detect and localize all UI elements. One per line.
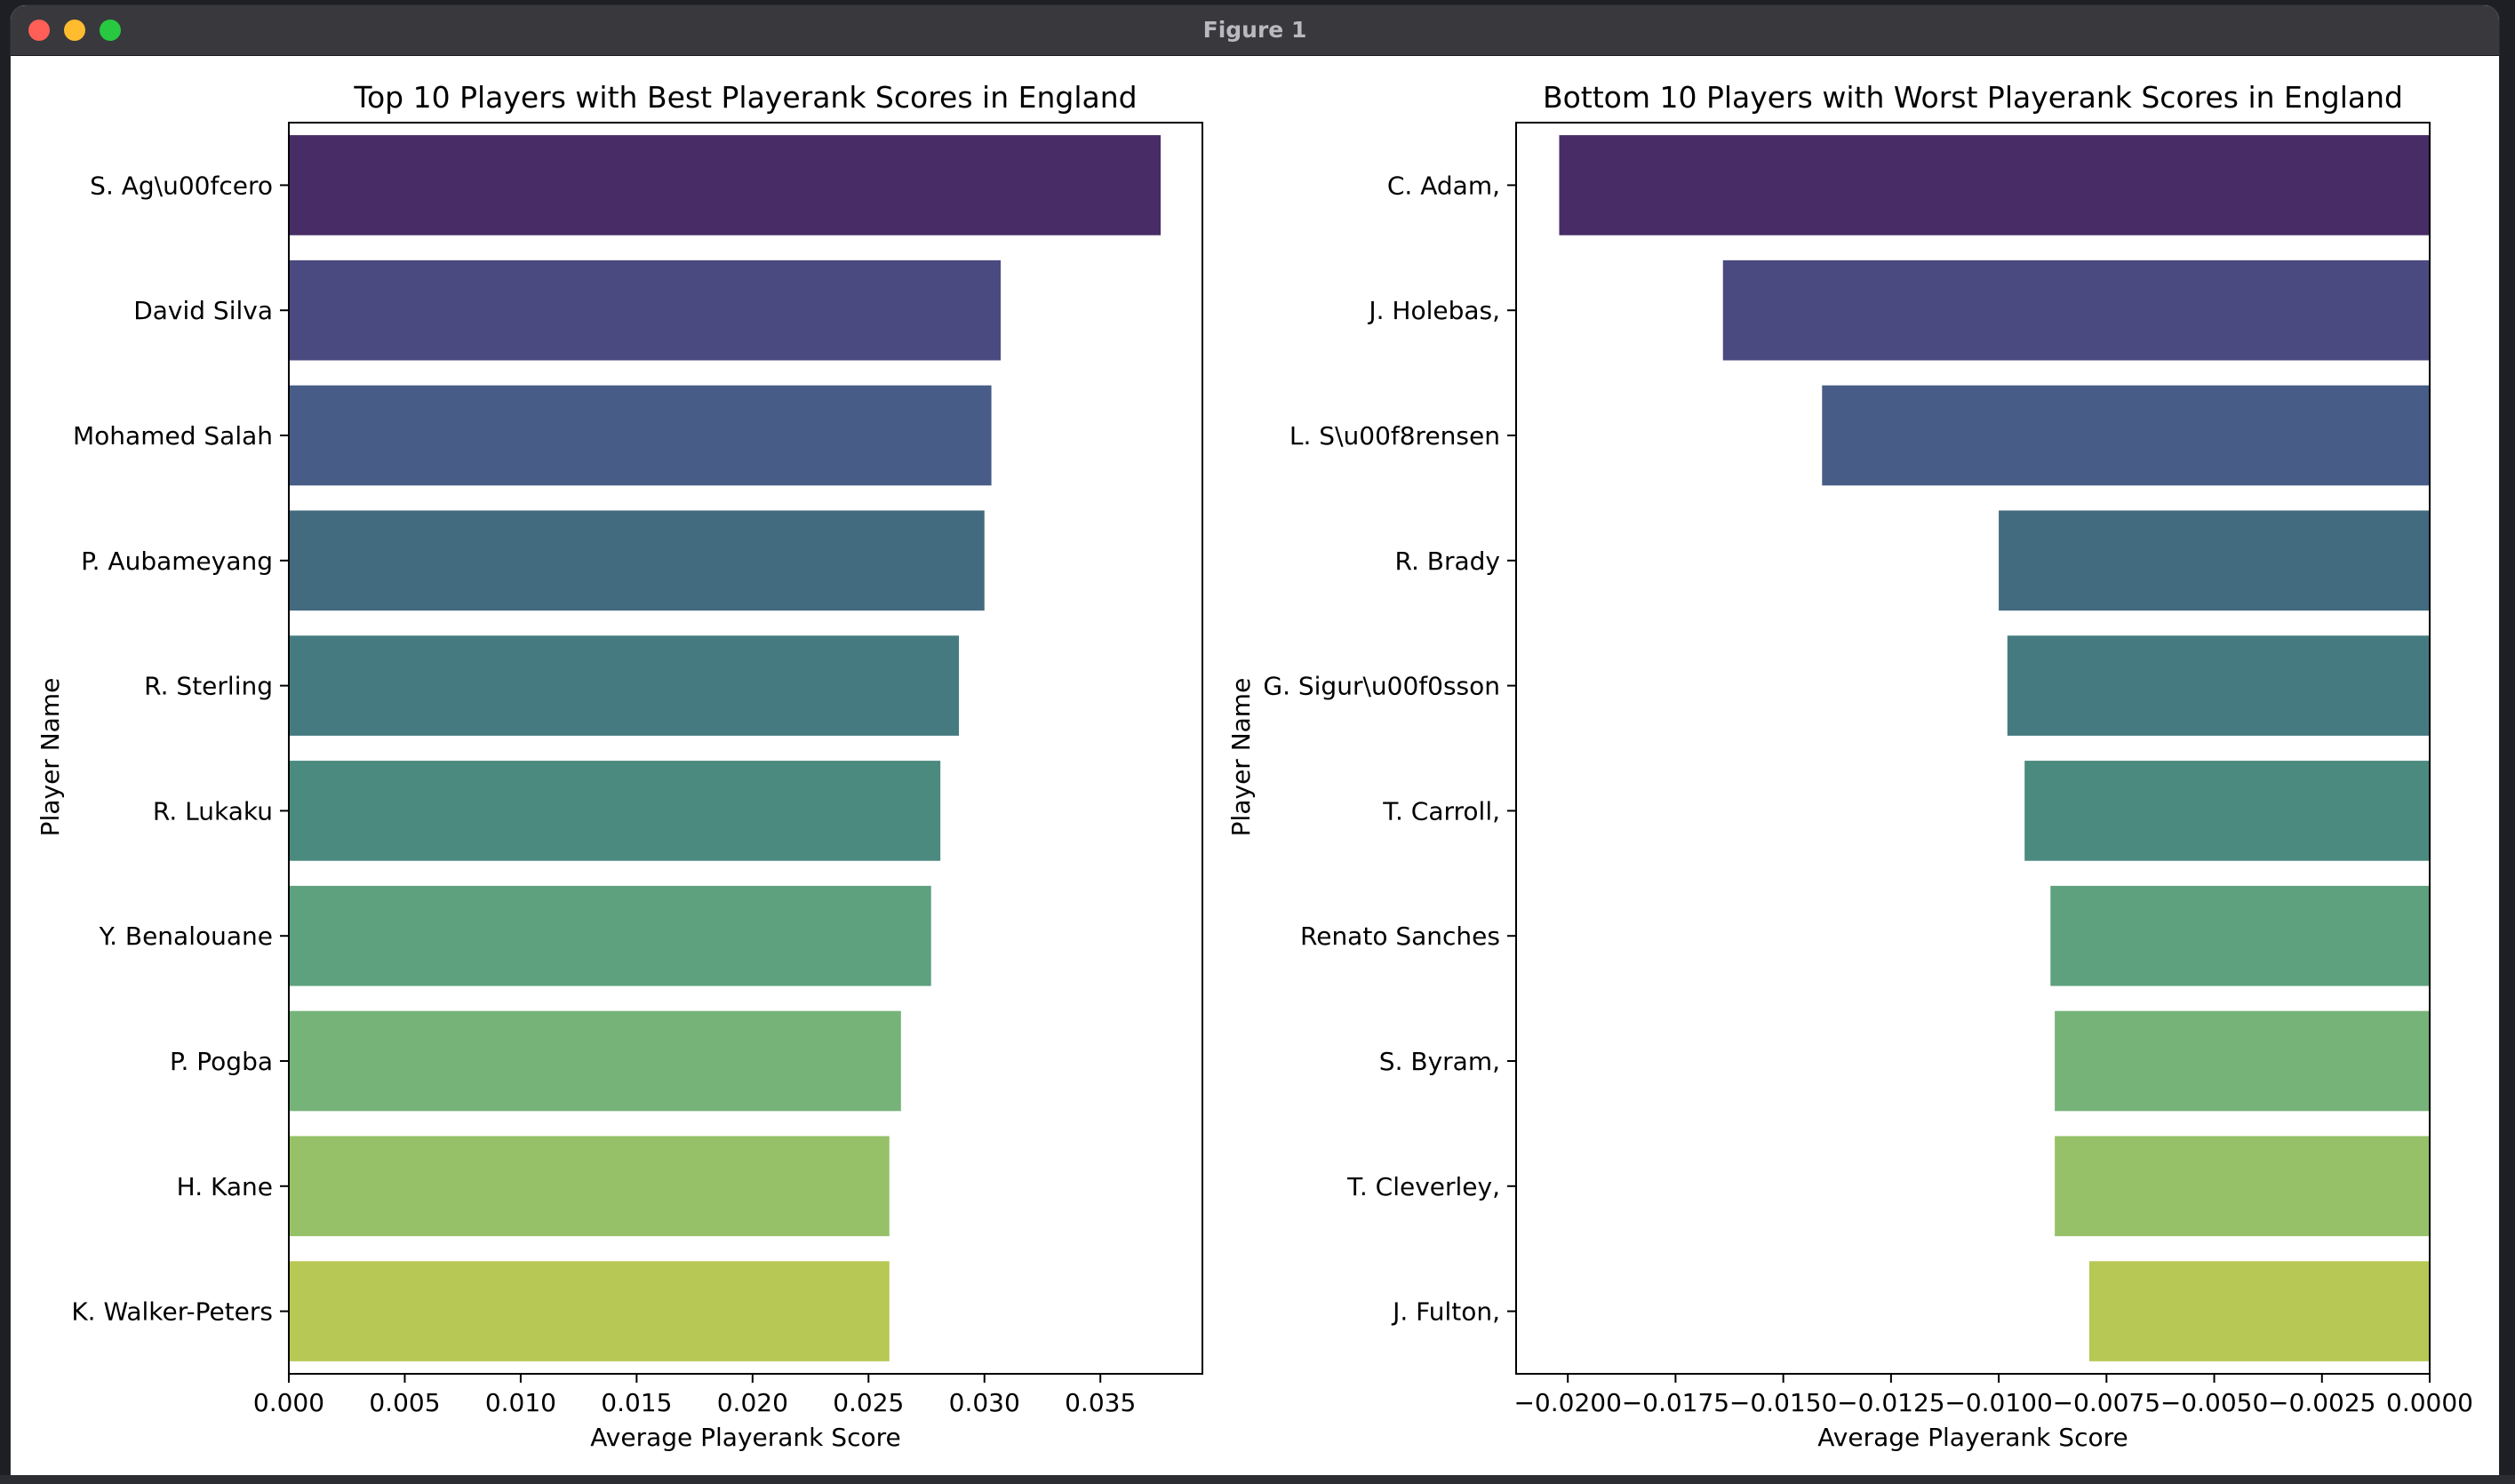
- right-chart-y-tick-label: R. Brady: [1395, 547, 1500, 576]
- left-chart-bar: [289, 510, 985, 611]
- left-chart-y-tick-label: H. Kane: [177, 1172, 273, 1201]
- left-chart-frame: [288, 122, 1203, 1375]
- left-chart-x-tick-label: 0.025: [833, 1388, 904, 1417]
- left-chart-bar: [289, 635, 960, 736]
- left-chart-y-tick-label: Y. Benalouane: [99, 922, 273, 951]
- right-chart-y-tick-label: S. Byram,: [1379, 1047, 1500, 1076]
- right-chart-x-axis-label: Average Playerank Score: [1817, 1423, 2128, 1452]
- left-chart-y-tick-label: R. Sterling: [144, 672, 273, 701]
- left-chart-x-tick-label: 0.010: [485, 1388, 556, 1417]
- right-chart-y-tick-label: T. Cleverley,: [1346, 1172, 1500, 1201]
- left-chart-x-tick-label: 0.035: [1065, 1388, 1136, 1417]
- right-chart-x-tick-label: −0.0100: [1944, 1388, 2052, 1417]
- right-chart-x-tick-label: −0.0175: [1622, 1388, 1729, 1417]
- left-chart-y-tick-label: S. Ag\u00fcero: [90, 171, 273, 200]
- right-chart-y-tick-label: C. Adam,: [1387, 171, 1500, 200]
- left-chart-x-tick-label: 0.015: [601, 1388, 672, 1417]
- left-chart-x-tick-label: 0.005: [369, 1388, 440, 1417]
- left-chart-y-tick-label: K. Walker-Peters: [71, 1297, 273, 1327]
- left-chart-x-tick-label: 0.000: [253, 1388, 324, 1417]
- left-chart-bar: [289, 259, 1002, 361]
- left-chart-y-tick-label: Mohamed Salah: [73, 421, 273, 451]
- left-chart-title: Top 10 Players with Best Playerank Score…: [353, 80, 1137, 115]
- right-chart-bar: [2055, 1010, 2430, 1112]
- left-chart-y-tick-label: P. Aubameyang: [81, 547, 273, 576]
- left-chart-x-axis-label: Average Playerank Score: [590, 1423, 900, 1452]
- right-chart-bar: [2050, 885, 2430, 986]
- right-chart-x-tick-label: −0.0125: [1837, 1388, 1944, 1417]
- right-chart-y-tick-label: L. S\u00f8rensen: [1289, 421, 1500, 451]
- right-chart-bar: [2088, 1261, 2430, 1361]
- right-chart-x-tick-label: −0.0025: [2268, 1388, 2375, 1417]
- right-chart-bar: [2007, 635, 2430, 736]
- figure-canvas: S. Ag\u00fcero David Silva Mohamed Salah P.…: [11, 56, 2499, 1476]
- minimize-window-icon[interactable]: [64, 20, 85, 41]
- window-title: Figure 1: [1202, 17, 1307, 43]
- right-chart-bar: [1722, 259, 2430, 361]
- left-chart-y-tick-label: David Silva: [133, 296, 273, 325]
- window-titlebar: Figure 1: [11, 5, 2499, 56]
- right-chart-x-tick-label: 0.0000: [2386, 1388, 2473, 1417]
- right-chart-x-tick-label: −0.0150: [1729, 1388, 1837, 1417]
- figure-window: Figure 1 S. Ag\u00fcero David Silva Mohame…: [10, 4, 2500, 1477]
- left-chart-y-axis-label: Player Name: [36, 678, 65, 837]
- left-chart-bar: [289, 135, 1162, 235]
- right-chart-y-tick-label: Renato Sanches: [1300, 922, 1500, 951]
- right-chart-y-tick-label: J. Fulton,: [1391, 1297, 1500, 1327]
- right-chart-bar: [1559, 135, 2430, 235]
- left-chart-bar: [289, 761, 941, 861]
- left-chart-bar: [289, 1010, 901, 1112]
- right-chart-bar: [1999, 510, 2430, 611]
- left-chart-bar: [289, 885, 931, 986]
- left-chart-bar: [289, 385, 992, 486]
- taskbar-strip: [0, 1475, 2515, 1484]
- left-chart-bar: [289, 1261, 890, 1361]
- right-chart-frame: [1515, 122, 2431, 1375]
- right-chart-x-tick-label: −0.0200: [1513, 1388, 1621, 1417]
- right-chart-y-tick-label: G. Sigur\u00f0sson: [1263, 672, 1500, 701]
- right-chart-y-tick-label: T. Carroll,: [1382, 796, 1500, 826]
- right-chart-x-tick-label: −0.0075: [2053, 1388, 2160, 1417]
- figure-svg: S. Ag\u00fcero David Silva Mohamed Salah P.…: [36, 80, 2473, 1452]
- left-chart-y-tick-label: R. Lukaku: [153, 796, 273, 826]
- left-chart-x-tick-label: 0.030: [949, 1388, 1020, 1417]
- right-chart-y-tick-label: J. Holebas,: [1367, 296, 1500, 325]
- right-chart-bar: [2055, 1136, 2430, 1237]
- right-chart-x-tick-label: −0.0050: [2160, 1388, 2268, 1417]
- left-chart-x-tick-label: 0.020: [717, 1388, 788, 1417]
- right-chart-bar: [2024, 761, 2430, 861]
- close-window-icon[interactable]: [28, 20, 50, 41]
- right-chart-title: Bottom 10 Players with Worst Playerank S…: [1543, 80, 2403, 115]
- left-chart-bar: [289, 1136, 890, 1237]
- right-chart-bar: [1822, 385, 2430, 486]
- right-chart-y-axis-label: Player Name: [1226, 678, 1256, 837]
- maximize-window-icon[interactable]: [100, 20, 121, 41]
- left-chart-y-tick-label: P. Pogba: [170, 1047, 273, 1076]
